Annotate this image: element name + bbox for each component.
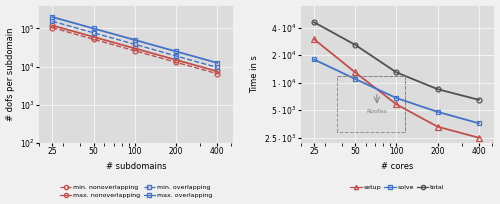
X-axis label: # cores: # cores [382, 162, 414, 171]
X-axis label: # subdomains: # subdomains [106, 162, 166, 171]
Y-axis label: Time in s: Time in s [250, 55, 258, 93]
Text: Roofes: Roofes [366, 109, 388, 114]
Legend: setup, solve, total: setup, solve, total [350, 184, 444, 190]
Y-axis label: # dofs per subdomain: # dofs per subdomain [6, 27, 15, 121]
Legend: min. nonoverlapping, max. nonoverlapping, min. overlapping, max. overlapping: min. nonoverlapping, max. nonoverlapping… [60, 184, 212, 198]
